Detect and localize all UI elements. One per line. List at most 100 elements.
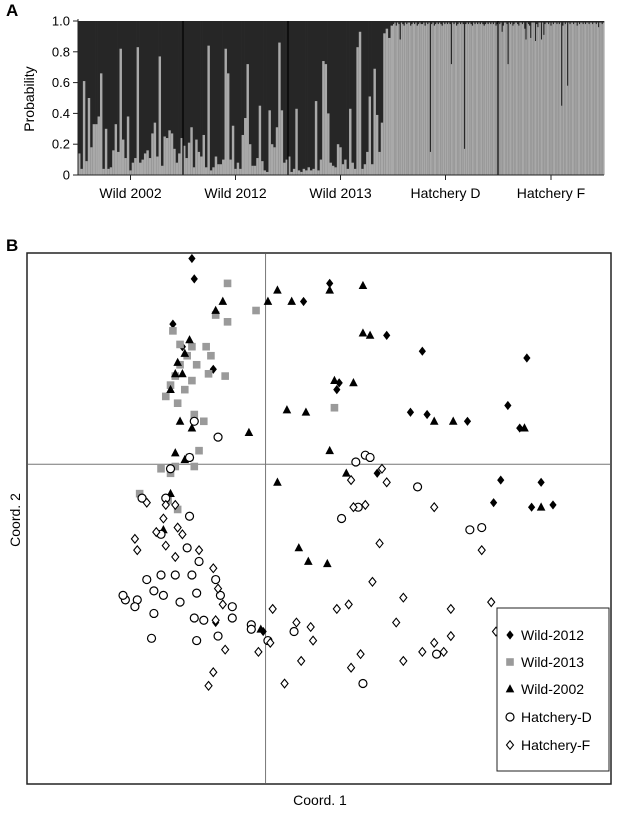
structure-y-ticks: 0 0.2 0.4 0.6 0.8 1.0 [52,14,78,183]
bar-light-segment [527,24,530,175]
legend-item-wild-2012: Wild-2012 [506,627,584,643]
series-hatchery-d [118,416,487,689]
point-hatchery-d [477,522,487,533]
bar-light-segment [366,151,369,175]
bar-light-segment [197,151,201,175]
point-wild-2002 [180,348,190,357]
bar-light-segment [421,24,424,175]
point-hatchery-f [382,477,391,488]
point-wild-2013 [188,376,196,385]
point-hatchery-d [182,543,192,553]
bar-dark-segment [349,21,352,175]
legend-item-wild-2002: Wild-2002 [505,681,584,697]
bar-light-segment [528,25,531,176]
bar-light-segment [545,22,548,176]
bar-dark-segment [202,21,206,175]
legend-marker-wild-2012 [506,630,514,640]
point-wild-2002 [325,285,334,294]
bar-light-segment [508,22,511,176]
bar-light-segment [444,24,446,175]
bar-light-segment [234,168,238,175]
point-wild-2012 [406,407,415,417]
bar-dark-segment [380,21,384,175]
bar-light-segment [406,24,408,175]
bar-dark-segment [104,21,108,175]
scatter-plot-frame [26,252,612,785]
bar-light-segment [95,124,98,175]
bar-light-segment [344,159,347,175]
bar-light-segment [185,158,189,175]
bar-light-segment [491,22,494,176]
bar-light-segment [373,68,377,175]
bar-dark-segment [129,21,133,175]
bar-dark-segment [351,21,355,175]
bar-light-segment [175,162,179,175]
legend-item-hatchery-f: Hatchery-F [505,737,590,753]
bar-light-segment [593,22,595,176]
point-wild-2012 [537,477,545,487]
bar-light-segment [543,34,545,175]
bar-light-segment [542,22,544,176]
bar-light-segment [450,64,453,175]
bar-light-segment [131,162,135,175]
bar-dark-segment [175,21,179,175]
point-wild-2012 [190,274,198,284]
bar-light-segment [511,22,513,176]
bar-light-segment [280,110,284,175]
bar-dark-segment [204,21,208,175]
bar-light-segment [412,22,415,176]
bar-dark-segment [256,21,260,175]
bar-dark-segment [331,21,335,175]
point-wild-2013 [221,372,229,380]
bar-light-segment [564,24,567,175]
bar-dark-segment [107,21,111,175]
bar-light-segment [490,24,492,175]
bar-light-segment [436,22,438,176]
bar-dark-segment [165,21,169,175]
bar-light-segment [507,64,510,175]
bar-light-segment [246,64,250,175]
bar-dark-segment [375,21,379,175]
bar-light-segment [305,170,308,175]
point-wild-2012 [326,278,334,288]
bar-dark-segment [187,21,191,175]
point-hatchery-f [332,603,342,615]
panel-a-label: A [6,1,18,20]
bar-light-segment [204,167,208,175]
point-hatchery-d [194,556,204,567]
bar-dark-segment [248,21,252,175]
point-wild-2013 [199,417,208,426]
bar-light-segment [533,22,536,176]
bar-dark-segment [297,21,301,175]
point-hatchery-d [465,525,475,535]
bar-light-segment [596,22,599,176]
bar-light-segment [126,116,130,175]
point-hatchery-f [220,644,230,655]
bar-dark-segment [183,21,186,175]
point-hatchery-d [165,464,176,474]
bar-light-segment [99,73,103,175]
bar-light-segment [492,24,495,175]
bar-light-segment [124,158,128,175]
bar-light-segment [92,124,96,175]
bar-light-segment [446,24,449,175]
bar-light-segment [200,156,203,175]
bar-dark-segment [231,21,235,175]
bar-light-segment [371,164,374,175]
bar-dark-segment [95,21,98,175]
bar-light-segment [466,22,469,176]
structure-bars [78,21,605,176]
point-wild-2012 [335,378,343,388]
point-hatchery-f [346,662,356,673]
bar-light-segment [440,24,442,175]
point-hatchery-f [292,617,301,628]
point-hatchery-f [173,522,182,533]
bar-dark-segment [143,21,147,175]
point-hatchery-d [175,597,185,607]
legend-label: Wild-2013 [521,654,584,670]
bar-dark-segment [222,21,225,175]
bar-light-segment [146,150,150,175]
bar-light-segment [231,125,235,175]
bar-light-segment [400,22,403,176]
bar-light-segment [588,24,591,175]
